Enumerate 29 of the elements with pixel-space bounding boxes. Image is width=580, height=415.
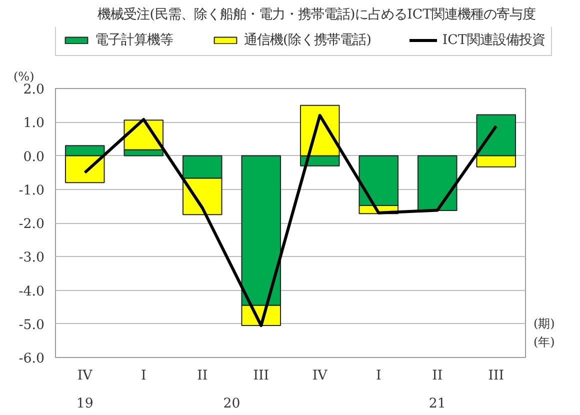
- y-tick-label: -2.0: [18, 217, 45, 232]
- x-tick-label: I: [376, 368, 382, 384]
- text: 21: [428, 396, 446, 412]
- y-tick-label: 2.0: [23, 82, 45, 98]
- legend-label: ICT関連設備投資: [442, 32, 545, 49]
- chart-title: 機械受注(民需、除く船舶・電力・携帯電話)に占めるICT関連機種の寄与度: [98, 6, 536, 22]
- text: 20: [223, 396, 240, 412]
- y-tick-label: 0.0: [23, 150, 45, 165]
- text: 19: [76, 396, 94, 412]
- x-tick-label: I: [140, 368, 146, 384]
- line-series: [83, 114, 498, 328]
- legend-label: 電子計算機等: [95, 32, 173, 49]
- x-tick-label: IV: [77, 368, 93, 384]
- text: (年): [534, 335, 555, 350]
- y-tick-label: -1.0: [18, 183, 45, 198]
- y-tick-label: -5.0: [18, 318, 45, 333]
- x-axis-title: (期): [534, 316, 555, 330]
- x-tick-label: II: [197, 368, 208, 384]
- y-tick-label: -4.0: [18, 284, 45, 300]
- x-tick-label: IV: [312, 368, 328, 384]
- x-tick-label: III: [253, 368, 270, 384]
- x-tick-label: III: [488, 368, 504, 384]
- y-tick-label: 1.0: [23, 116, 45, 132]
- y-axis-title: (%): [14, 70, 34, 84]
- legend-label: 通信機(除く携帯電話): [244, 32, 372, 49]
- bar: [417, 155, 458, 212]
- y-tick-label: -3.0: [18, 250, 45, 266]
- y-tick-label: -6.0: [18, 352, 45, 366]
- x-tick-label: II: [432, 368, 443, 384]
